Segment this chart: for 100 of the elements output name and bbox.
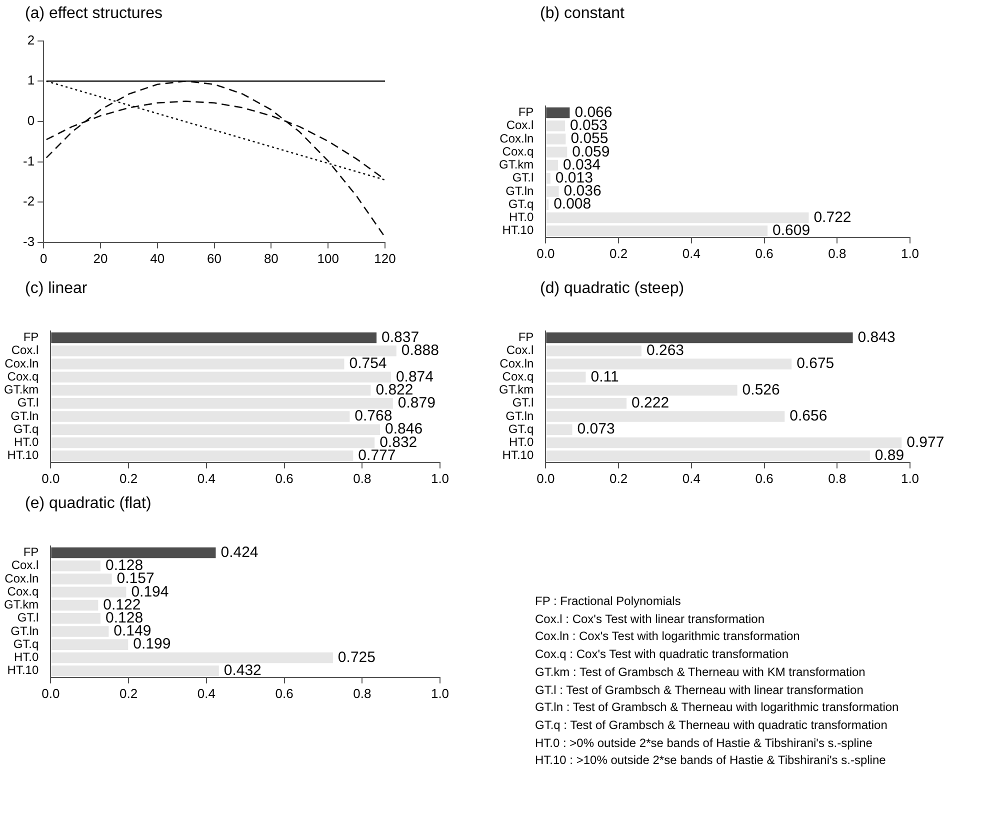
y-tick-label: Cox.q (7, 369, 39, 384)
x-tick-label: 0.2 (609, 246, 628, 261)
text: FP : Fractional Polynomials (535, 593, 682, 610)
x-tick-label: 20 (93, 250, 108, 266)
text: Cox.l : Cox's Test with linear transformation (535, 610, 766, 628)
data-label: 0.526 (742, 381, 780, 398)
y-tick-label: GT.ln (506, 408, 534, 423)
data-label: 0.722 (814, 208, 852, 226)
y-tick-label: Cox.l (11, 558, 39, 572)
x-tick-label: 1.0 (900, 470, 920, 486)
y-tick-label: GT.ln (506, 184, 534, 198)
y-tick-label: Cox.ln (500, 131, 534, 146)
chart-title: (a) effect structures (25, 5, 163, 23)
text: HT.10 : >10% outside 2*se bands of Hastie & Tibshirani's s.-spline (535, 752, 887, 770)
text: Cox.q : Cox's Test with quadratic transformation (535, 646, 790, 664)
y-tick-label: Cox.ln (500, 356, 534, 370)
y-tick-label: Cox.l (11, 343, 39, 358)
y-tick-label: GT.l (512, 396, 534, 410)
data-label: 0.11 (590, 368, 619, 386)
x-tick-label: 0.4 (682, 470, 700, 486)
x-tick-label: 0.6 (755, 246, 774, 261)
y-tick-label: GT.q (508, 196, 534, 211)
y-tick-label: HT.0 (14, 435, 39, 450)
x-tick-label: 0.8 (828, 246, 846, 261)
x-tick-label: 40 (150, 250, 165, 266)
y-tick-label: HT.10 (7, 663, 39, 678)
y-tick-label: HT.0 (14, 650, 39, 664)
y-tick-label: HT.0 (508, 210, 534, 224)
y-tick-label: HT.0 (508, 435, 534, 450)
y-tick-label: FP (23, 545, 39, 560)
data-label: 0.843 (858, 328, 896, 346)
data-label: 0.675 (796, 355, 834, 372)
x-tick-label: 0.4 (682, 246, 700, 261)
y-tick-label: GT.ln (10, 624, 39, 638)
chart-title: (c) linear (25, 280, 88, 298)
y-tick-label: GT.km (4, 598, 39, 612)
text: GT.km : Test of Grambsch & Therneau with KM transformation (535, 664, 866, 681)
data-label: 0.222 (632, 394, 670, 412)
x-tick-label: 1.0 (430, 686, 450, 701)
data-label: 0.199 (133, 636, 171, 653)
y-tick-label: GT.q (13, 422, 39, 436)
text: HT.0 : >0% outside 2*se bands of Hastie & Tibshirani's s.-spline (535, 734, 874, 752)
y-tick-label: GT.km (498, 382, 534, 397)
y-tick-label: Cox.ln (4, 571, 39, 586)
y-tick-label: Cox.q (502, 369, 534, 384)
y-tick-label: 0 (27, 113, 35, 128)
data-label: 0.432 (224, 662, 262, 679)
data-label: 0.656 (790, 408, 828, 425)
data-label: 0.725 (338, 648, 376, 666)
x-tick-label: 0.6 (755, 470, 774, 486)
y-tick-label: GT.q (508, 422, 534, 436)
y-tick-label: FP (518, 105, 534, 120)
x-tick-label: 0.6 (275, 470, 294, 486)
x-tick-label: 0.2 (609, 470, 628, 486)
y-tick-label: -3 (22, 234, 35, 249)
x-tick-label: 0.6 (275, 686, 294, 701)
y-tick-label: GT.km (4, 382, 39, 397)
x-tick-label: 0.8 (353, 686, 372, 701)
y-tick-label: Cox.l (506, 118, 534, 132)
x-tick-label: 80 (264, 250, 278, 266)
x-tick-label: 0.4 (197, 686, 216, 701)
y-tick-label: GT.l (17, 396, 39, 410)
x-tick-label: 0.8 (828, 470, 846, 486)
y-tick-label: GT.l (17, 610, 39, 625)
text: GT.q : Test of Grambsch & Therneau with quadratic transformation (535, 716, 888, 734)
chart-title: (e) quadratic (flat) (25, 495, 152, 513)
chart-title: (b) constant (540, 5, 624, 23)
x-tick-label: 1.0 (900, 246, 920, 261)
text: Cox.ln : Cox's Test with logarithmic transformation (535, 628, 801, 646)
x-tick-label: 0.0 (536, 470, 555, 486)
y-tick-label: HT.10 (502, 223, 534, 238)
y-tick-label: FP (518, 330, 534, 344)
data-label: 0.754 (349, 355, 387, 372)
y-tick-label: Cox.q (7, 584, 39, 598)
data-label: 0.066 (574, 104, 612, 121)
x-tick-label: 0.2 (119, 686, 138, 701)
data-label: 0.89 (874, 446, 904, 464)
x-tick-label: 0.8 (353, 470, 372, 486)
data-label: 0.263 (646, 342, 684, 360)
x-tick-label: 100 (317, 250, 339, 266)
y-tick-label: GT.q (13, 636, 39, 651)
text: GT.l : Test of Grambsch & Therneau with linear transformation (535, 682, 864, 699)
y-tick-label: -2 (22, 194, 35, 209)
data-label: 0.424 (220, 544, 258, 561)
x-tick-label: 1.0 (430, 470, 450, 486)
data-label: 0.977 (906, 434, 944, 451)
y-tick-label: Cox.ln (4, 356, 39, 370)
y-tick-label: 2 (27, 32, 35, 48)
y-tick-label: GT.ln (10, 408, 39, 423)
x-tick-label: 60 (207, 250, 222, 266)
y-tick-label: HT.10 (502, 448, 534, 462)
y-tick-label: -1 (22, 153, 35, 168)
text: GT.ln : Test of Grambsch & Therneau with logarithmic transformation (535, 699, 900, 716)
data-label: 0.073 (577, 420, 615, 438)
y-tick-label: HT.10 (7, 448, 39, 462)
y-tick-label: GT.l (512, 170, 534, 185)
y-tick-label: FP (23, 330, 39, 344)
x-tick-label: 0.2 (119, 470, 138, 486)
y-tick-label: Cox.l (506, 343, 534, 358)
y-tick-label: 1 (27, 72, 35, 88)
